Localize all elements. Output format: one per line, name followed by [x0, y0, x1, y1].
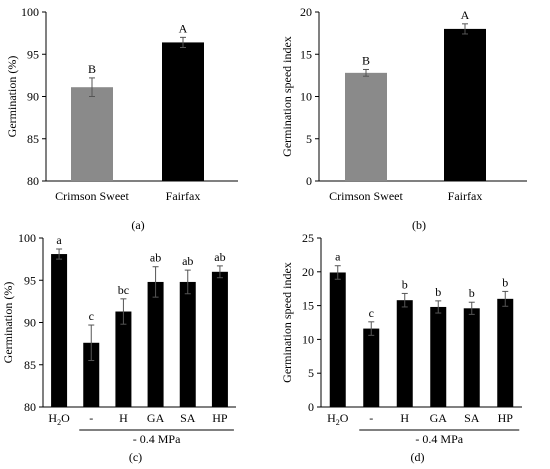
category-label: SA [180, 411, 196, 425]
category-label: H2O [327, 411, 349, 427]
group-label: - 0.4 MPa [133, 432, 181, 446]
y-axis-label: Germination speed index [280, 262, 294, 383]
bar [179, 281, 196, 407]
bar [444, 28, 486, 182]
significance-letter: ab [182, 254, 193, 268]
y-tick-label: 20 [302, 265, 314, 279]
significance-letter: b [469, 286, 475, 300]
category-label: H [400, 411, 409, 425]
bar [463, 308, 480, 407]
y-tick-label: 100 [21, 5, 39, 19]
y-axis-label: Germination speed index [280, 36, 294, 157]
significance-letter: b [502, 275, 508, 289]
significance-letter: a [335, 250, 341, 264]
panel-label: (d) [411, 450, 425, 464]
group-label: - 0.4 MPa [415, 432, 463, 446]
category-label: - [89, 411, 93, 425]
bar [71, 87, 113, 181]
category-label: GA [147, 411, 165, 425]
bar [430, 306, 447, 407]
significance-letter: b [435, 285, 441, 299]
category-label: HP [212, 411, 228, 425]
chart-panel-a: 80 85 90 95 100 Germination (%) B Crimson Sweet… [5, 5, 238, 232]
category-label: Crimson Sweet [55, 189, 129, 203]
y-tick-label: 85 [27, 132, 39, 146]
significance-letter: c [369, 306, 374, 320]
category-label: H [119, 411, 128, 425]
y-axis-label: Germination (%) [1, 282, 15, 364]
bar [83, 342, 100, 407]
bar [115, 311, 132, 407]
y-tick-label: 15 [300, 47, 312, 61]
y-tick-label: 25 [302, 231, 314, 245]
y-tick-label: 90 [27, 90, 39, 104]
y-tick-label: 85 [24, 358, 36, 372]
y-tick-label: 5 [308, 366, 314, 380]
significance-letter: B [362, 53, 370, 67]
y-tick-label: 15 [302, 299, 314, 313]
category-label: Crimson Sweet [329, 189, 403, 203]
chart-panel-b: 0 5 10 15 20 Germination speed index B Crimson … [280, 5, 527, 232]
bar [147, 281, 164, 407]
panel-label: (c) [129, 450, 142, 464]
significance-letter: ab [150, 251, 161, 265]
category-label: SA [464, 411, 480, 425]
y-tick-label: 10 [300, 90, 312, 104]
category-label: Fairfax [448, 189, 483, 203]
bar [497, 298, 514, 407]
y-tick-label: 100 [18, 231, 36, 245]
significance-letter: a [56, 233, 62, 247]
category-label: - [369, 411, 373, 425]
y-tick-label: 20 [300, 5, 312, 19]
category-label: Fairfax [166, 189, 201, 203]
significance-letter: b [402, 277, 408, 291]
significance-letter: c [89, 309, 94, 323]
significance-letter: A [461, 8, 470, 22]
y-tick-label: 10 [302, 332, 314, 346]
y-tick-label: 90 [24, 316, 36, 330]
y-axis-label: Germination (%) [5, 56, 19, 138]
bar [345, 72, 387, 181]
panel-label: (b) [412, 218, 426, 232]
significance-letter: bc [118, 283, 129, 297]
bar [396, 300, 413, 407]
significance-letter: B [88, 62, 96, 76]
y-tick-label: 95 [24, 273, 36, 287]
category-label: H2O [48, 411, 70, 427]
bar [211, 271, 228, 407]
y-tick-label: 0 [308, 400, 314, 414]
y-tick-label: 80 [24, 400, 36, 414]
bar [51, 254, 68, 407]
y-tick-label: 95 [27, 47, 39, 61]
significance-letter: A [179, 21, 188, 35]
chart-panel-c: 80 85 90 95 100 Germination (%) a H2O c - bc Hab GA a… [1, 231, 236, 464]
panel-label: (a) [131, 218, 144, 232]
bar [363, 328, 380, 407]
category-label: HP [498, 411, 514, 425]
significance-letter: ab [214, 250, 225, 264]
y-tick-label: 80 [27, 174, 39, 188]
y-tick-label: 0 [306, 174, 312, 188]
chart-panel-d: 0 5 10 15 20 25 Germination speed index a H2O c - b… [280, 231, 522, 464]
bar [329, 272, 346, 407]
y-tick-label: 5 [306, 132, 312, 146]
category-label: GA [430, 411, 448, 425]
bar [162, 42, 204, 181]
